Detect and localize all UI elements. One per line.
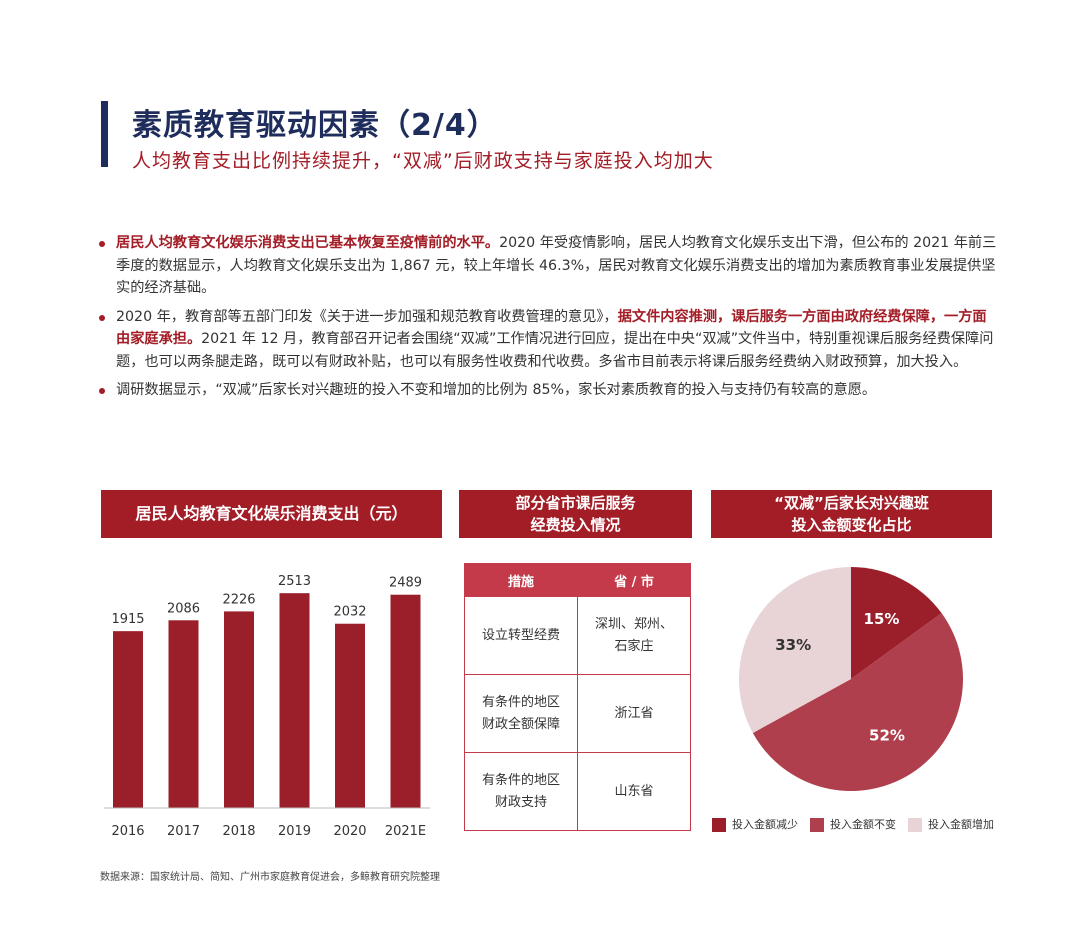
cell-line: 财政全额保障	[481, 716, 560, 732]
bullet-item: 调研数据显示，“双减”后家长对兴趣班的投入不变和增加的比例为 85%，家长对素质…	[98, 379, 998, 402]
x-tick-label: 2020	[333, 824, 366, 839]
bullet-highlight: 据文件内容推测，课后服务一方面由政府经费保障，一方面由家庭承担。	[116, 308, 987, 348]
bar-value-label: 2226	[222, 592, 255, 607]
table-title-line: 部分省市课后服务	[515, 494, 636, 512]
legend-label: 投入金额减少	[732, 818, 798, 831]
legend-swatch	[712, 818, 726, 832]
bar-value-label: 2086	[167, 601, 200, 616]
pie-legend: 投入金额减少 投入金额不变 投入金额增加	[712, 816, 994, 832]
table-cell-region: 山东省	[577, 752, 691, 831]
pie-slice-label: 15%	[864, 610, 900, 628]
bar	[168, 620, 199, 808]
pie-slice	[851, 567, 942, 679]
table-cell-region: 深圳、郑州、 石家庄	[577, 596, 691, 675]
pie-slice	[752, 613, 963, 791]
pie-slice	[738, 567, 851, 733]
x-tick-label: 2017	[167, 824, 200, 839]
bar-value-label: 2032	[333, 605, 366, 620]
bar-value-label: 2513	[278, 574, 311, 589]
pie-title-line: 投入金额变化占比	[791, 516, 912, 534]
bullet-text: 调研数据显示，“双减”后家长对兴趣班的投入不变和增加的比例为 85%，家长对素质…	[116, 382, 877, 398]
table-title-line: 经费投入情况	[530, 516, 621, 534]
bullet-list: 居民人均教育文化娱乐消费支出已基本恢复至疫情前的水平。2020 年受疫情影响，居…	[98, 232, 998, 408]
bar	[279, 593, 310, 808]
bar	[390, 594, 421, 808]
cell-line: 有条件的地区	[481, 772, 560, 788]
x-tick-label: 2019	[278, 824, 311, 839]
table-cell-measure: 设立转型经费	[464, 596, 578, 675]
table-row: 设立转型经费 深圳、郑州、 石家庄	[464, 596, 691, 675]
table-header: 省 / 市	[577, 563, 691, 597]
cell-line: 石家庄	[614, 638, 654, 654]
x-tick-label: 2021E	[385, 824, 426, 839]
table-row: 有条件的地区 财政全额保障 浙江省	[464, 674, 691, 753]
table-header: 措施	[464, 563, 578, 597]
cell-line: 山东省	[614, 783, 654, 799]
x-tick-label: 2016	[111, 824, 144, 839]
bullet-text: 2020 年，教育部等五部门印发《关于进一步加强和规范教育收费管理的意见》，	[116, 308, 618, 325]
table-cell-measure: 有条件的地区 财政支持	[464, 752, 578, 831]
cell-line: 财政支持	[494, 794, 547, 810]
bullet-highlight: 居民人均教育文化娱乐消费支出已基本恢复至疫情前的水平。	[116, 235, 500, 251]
bullet-item: 2020 年，教育部等五部门印发《关于进一步加强和规范教育收费管理的意见》，据文…	[98, 306, 998, 374]
data-source: 数据来源：国家统计局、简知、广州市家庭教育促进会，多鲸教育研究院整理	[100, 872, 440, 883]
legend-swatch	[810, 818, 824, 832]
bar	[113, 631, 143, 808]
cell-line: 浙江省	[614, 705, 654, 721]
legend-item: 投入金额减少	[712, 816, 798, 832]
x-tick-label: 2018	[222, 824, 255, 839]
pie-title-line: “双减”后家长对兴趣班	[774, 494, 929, 512]
table-cell-region: 浙江省	[577, 674, 691, 753]
table-cell-measure: 有条件的地区 财政全额保障	[464, 674, 578, 753]
legend-swatch	[908, 818, 922, 832]
bar-value-label: 2489	[389, 576, 422, 591]
table-title: 部分省市课后服务 经费投入情况	[459, 490, 692, 538]
pie-slice-label: 52%	[869, 727, 905, 745]
legend-item: 投入金额不变	[810, 816, 896, 832]
cell-line: 有条件的地区	[481, 694, 560, 710]
title-accent-bar	[101, 101, 108, 167]
cell-line: 深圳、郑州、	[594, 616, 673, 632]
bar-chart-title: 居民人均教育文化娱乐消费支出（元）	[101, 490, 442, 538]
page-title: 素质教育驱动因素（2/4）	[132, 108, 498, 143]
bullet-text: 2021 年 12 月，教育部召开记者会围绕“双减”工作情况进行回应，提出在中央…	[116, 331, 994, 370]
table-row: 有条件的地区 财政支持 山东省	[464, 752, 691, 831]
bar	[335, 623, 365, 808]
funding-table: 措施 省 / 市 设立转型经费 深圳、郑州、 石家庄 有条件的地区 财政全额保障 浙江省有…	[464, 563, 691, 831]
bar-value-label: 1915	[111, 612, 144, 627]
cell-line: 设立转型经费	[481, 627, 560, 643]
bullet-text: 2020 年受疫情影响，居民人均教育文化娱乐支出下滑，但公布的 2021 年前三…	[116, 235, 997, 296]
legend-label: 投入金额增加	[928, 818, 994, 831]
page-subtitle: 人均教育支出比例持续提升，“双减”后财政支持与家庭投入均加大	[132, 150, 714, 172]
bullet-item: 居民人均教育文化娱乐消费支出已基本恢复至疫情前的水平。2020 年受疫情影响，居…	[98, 232, 998, 300]
bar	[224, 611, 254, 808]
legend-label: 投入金额不变	[830, 818, 896, 831]
pie-slice-label: 33%	[775, 636, 811, 654]
pie-chart-title: “双减”后家长对兴趣班 投入金额变化占比	[711, 490, 992, 538]
legend-item: 投入金额增加	[908, 816, 994, 832]
